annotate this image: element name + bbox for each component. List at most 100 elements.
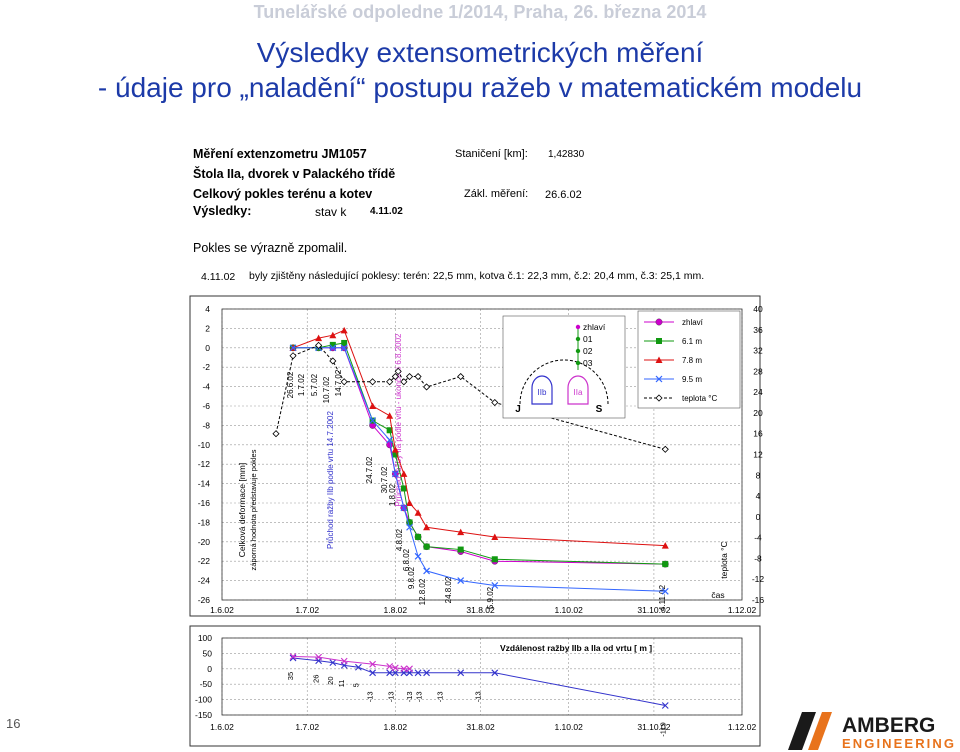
data-point [315, 344, 323, 352]
date-annotation: 6.8.02 [402, 548, 411, 571]
data-point [661, 445, 669, 453]
date-annotation: 12.8.02 [418, 578, 427, 605]
data-point [414, 533, 422, 541]
data-point [386, 427, 393, 434]
data-point [290, 344, 297, 351]
data-point [329, 357, 337, 365]
y-tick-label: -14 [198, 479, 211, 489]
y-tick-label: -10 [198, 440, 211, 450]
date-annotation: 5.9.02 [486, 586, 495, 609]
stationing-value: 1,42830 [548, 149, 585, 160]
data-point [423, 543, 430, 551]
data-point [400, 665, 408, 673]
y-tick-label: 100 [198, 633, 212, 643]
chart2-title: Vzdálenost ražby IIb a IIa od vrtu [ m ] [500, 643, 652, 653]
x-tick-label: 1.8.02 [384, 605, 408, 615]
date-annotation: 10.7.02 [322, 376, 331, 403]
series-line-zhlav- [293, 347, 666, 565]
data-point [414, 372, 422, 381]
data-point [386, 669, 394, 677]
data-point [315, 657, 323, 665]
data-point [414, 552, 422, 560]
data-point [340, 662, 348, 669]
data-point [386, 441, 394, 449]
data-point [340, 344, 348, 352]
data-point [391, 470, 399, 478]
data-point [400, 504, 408, 512]
date-annotation: 1.8.02 [388, 483, 397, 506]
data-point [315, 344, 323, 352]
data-point [406, 523, 413, 531]
data-point [272, 430, 280, 438]
data-point [457, 577, 465, 585]
y2-tick-label: 12 [753, 450, 763, 460]
data-point [400, 665, 408, 673]
svg-text:AMBERG: AMBERG [842, 714, 935, 737]
data-point [400, 378, 408, 386]
data-point [423, 383, 431, 391]
distance-label: -119 [658, 722, 667, 736]
data-point [369, 402, 377, 409]
y-tick-label: -2 [202, 362, 210, 372]
data-point [391, 669, 399, 677]
data-point [340, 657, 348, 665]
y2-tick-label: 16 [753, 429, 763, 439]
distance-label: 5 [351, 683, 360, 687]
data-point [457, 546, 464, 553]
legend-marker [655, 375, 663, 383]
data-point [355, 663, 362, 671]
distance-label: 35 [286, 672, 295, 680]
data-point [423, 523, 431, 531]
data-point [491, 557, 499, 565]
x-tick-label: 1.10.02 [554, 722, 583, 732]
legend-marker [655, 394, 663, 402]
data-point [369, 669, 376, 677]
data-point [491, 669, 499, 677]
data-point [369, 378, 377, 386]
data-point [400, 669, 408, 677]
y-axis-label: Celková deformace [mm] [237, 463, 247, 557]
y-tick-label: -22 [198, 556, 211, 566]
data-point [406, 499, 414, 506]
data-point [329, 344, 337, 352]
data-point [340, 378, 348, 386]
data-point [414, 552, 422, 560]
base-value: 26.6.02 [545, 189, 582, 201]
data-point [315, 334, 323, 342]
data-point [406, 665, 413, 673]
info-line1: Měření extenzometru JM1057 [193, 147, 367, 161]
y-tick-label: -100 [195, 695, 212, 705]
chart1-frame [189, 295, 761, 617]
svg-text:ENGINEERING: ENGINEERING [842, 736, 954, 751]
data-point [391, 664, 399, 672]
x-tick-label: 1.12.02 [728, 722, 757, 732]
tunnel-iia [567, 375, 589, 405]
legend-label: 6.1 m [682, 337, 702, 346]
y2-tick-label: -16 [752, 595, 765, 605]
inset-label: 03 [583, 358, 593, 368]
inset-box [502, 315, 626, 419]
data-point [369, 417, 376, 424]
y2-tick-label: 36 [753, 325, 763, 335]
data-point [315, 657, 323, 665]
y-tick-label: 0 [205, 343, 210, 353]
x-tick-label: 1.10.02 [554, 605, 583, 615]
y2-tick-label: 20 [753, 408, 763, 418]
date-annotation: 9.8.02 [407, 566, 416, 589]
data-point [423, 543, 430, 550]
data-point [457, 577, 465, 585]
data-point [289, 344, 297, 352]
data-point [457, 669, 465, 677]
data-point [386, 412, 394, 419]
x-tick-label: 1.6.02 [210, 605, 234, 615]
data-point [386, 436, 394, 444]
x-tick-label: 1.8.02 [384, 722, 408, 732]
distance-label: -13 [405, 691, 414, 702]
y-tick-label: -50 [200, 679, 213, 689]
y2-tick-label: 4 [756, 491, 761, 501]
data-point [415, 533, 422, 540]
data-point [329, 344, 337, 352]
data-point [457, 372, 465, 381]
data-point [315, 344, 322, 351]
data-point [391, 664, 399, 672]
